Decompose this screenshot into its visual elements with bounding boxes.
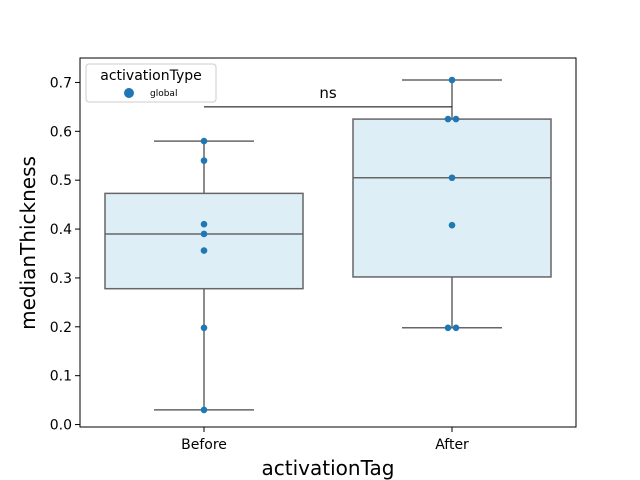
points-layer <box>200 76 460 414</box>
data-point-after-2 <box>448 221 456 229</box>
data-point-after-4 <box>444 115 452 123</box>
data-point-before-0 <box>200 406 208 414</box>
data-point-after-5 <box>452 115 460 123</box>
data-point-before-3 <box>200 230 208 238</box>
x-axis-ticks: Before After <box>181 427 469 453</box>
plot-area-frame <box>79 57 577 428</box>
x-tick-label-before: Before <box>181 437 227 453</box>
y-tick-label: 0.4 <box>50 222 72 238</box>
y-tick-label: 0.7 <box>50 75 72 91</box>
data-point-before-6 <box>200 137 208 145</box>
box-before <box>104 192 304 290</box>
significance-label: ns <box>319 84 337 102</box>
box-after <box>352 118 552 278</box>
boxes-layer <box>104 79 552 411</box>
data-point-before-5 <box>200 157 208 164</box>
y-axis-label: medianThickness <box>16 156 40 330</box>
data-point-after-1 <box>452 324 460 332</box>
data-point-after-3 <box>448 174 456 182</box>
data-point-before-1 <box>200 324 208 332</box>
y-tick-label: 0.6 <box>50 124 72 140</box>
legend-marker-global <box>124 88 134 98</box>
data-point-before-2 <box>200 247 208 254</box>
data-point-before-4 <box>200 220 208 228</box>
y-tick-label: 0.3 <box>50 271 72 287</box>
legend: activationType global <box>85 63 217 103</box>
data-point-after-6 <box>448 76 456 84</box>
legend-title: activationType <box>100 68 202 84</box>
y-tick-label: 0.0 <box>50 418 72 434</box>
significance-annotation: ns <box>204 84 452 108</box>
x-tick-label-after: After <box>435 437 469 453</box>
y-tick-label: 0.5 <box>50 173 72 189</box>
legend-frame <box>85 63 217 103</box>
legend-label-global: global <box>150 89 177 99</box>
y-axis-ticks: 0.0 0.1 0.2 0.3 0.4 0.5 0.6 0.7 <box>50 75 80 434</box>
data-point-after-0 <box>444 324 452 332</box>
x-axis-label: activationTag <box>262 456 395 480</box>
y-tick-label: 0.1 <box>50 369 72 385</box>
y-tick-label: 0.2 <box>50 320 72 336</box>
